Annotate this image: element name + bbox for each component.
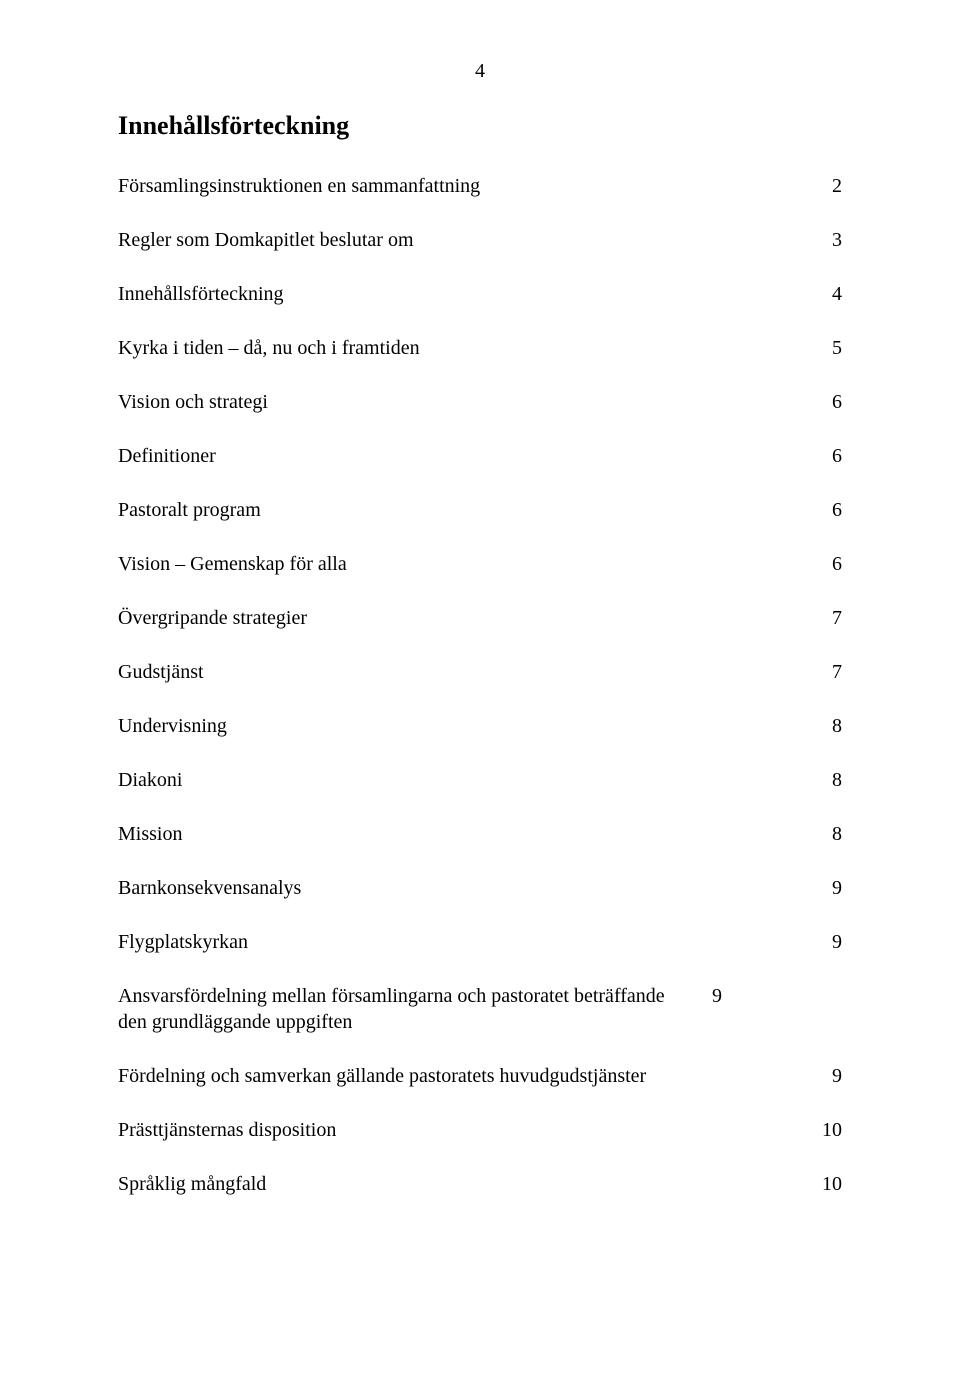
toc-entry: Församlingsinstruktionen en sammanfattni… [118,173,842,199]
toc-entry-pagenum: 4 [818,281,842,307]
toc-list: Församlingsinstruktionen en sammanfattni… [118,173,842,1197]
toc-entry-label: Vision och strategi [118,389,818,415]
toc-entry-pagenum: 9 [698,983,722,1009]
toc-entry-pagenum: 6 [818,443,842,469]
toc-entry: Vision – Gemenskap för alla6 [118,551,842,577]
toc-entry: Prästtjänsternas disposition10 [118,1117,842,1143]
toc-entry: Kyrka i tiden – då, nu och i framtiden5 [118,335,842,361]
toc-entry-pagenum: 9 [818,1063,842,1089]
toc-entry-label: Diakoni [118,767,818,793]
toc-entry-label: Kyrka i tiden – då, nu och i framtiden [118,335,818,361]
toc-entry-label: Pastoralt program [118,497,818,523]
toc-entry: Gudstjänst7 [118,659,842,685]
toc-entry-pagenum: 2 [818,173,842,199]
toc-entry-label: Definitioner [118,443,818,469]
toc-entry-pagenum: 3 [818,227,842,253]
toc-entry: Barnkonsekvensanalys9 [118,875,842,901]
toc-entry-label: Undervisning [118,713,818,739]
toc-title: Innehållsförteckning [118,111,842,141]
toc-entry: Övergripande strategier7 [118,605,842,631]
toc-entry: Vision och strategi6 [118,389,842,415]
toc-entry-pagenum: 6 [818,551,842,577]
toc-entry: Flygplatskyrkan9 [118,929,842,955]
toc-entry: Fördelning och samverkan gällande pastor… [118,1063,842,1089]
toc-entry: Pastoralt program6 [118,497,842,523]
toc-entry: Definitioner6 [118,443,842,469]
toc-entry: Mission8 [118,821,842,847]
toc-entry-pagenum: 10 [818,1171,842,1197]
toc-entry-label: Barnkonsekvensanalys [118,875,818,901]
toc-entry-pagenum: 9 [818,875,842,901]
toc-entry-label: Innehållsförteckning [118,281,818,307]
toc-entry: Ansvarsfördelning mellan församlingarna … [118,983,842,1035]
toc-entry: Språklig mångfald10 [118,1171,842,1197]
toc-entry-label: Vision – Gemenskap för alla [118,551,818,577]
document-page: 4 Innehållsförteckning Församlingsinstru… [0,0,960,1392]
toc-entry-pagenum: 7 [818,605,842,631]
toc-entry: Undervisning8 [118,713,842,739]
toc-entry: Diakoni8 [118,767,842,793]
toc-entry-label: Fördelning och samverkan gällande pastor… [118,1063,818,1089]
toc-entry-label: Församlingsinstruktionen en sammanfattni… [118,173,818,199]
toc-entry-pagenum: 6 [818,389,842,415]
toc-entry-pagenum: 8 [818,767,842,793]
toc-entry-label: Övergripande strategier [118,605,818,631]
toc-entry-pagenum: 8 [818,821,842,847]
toc-entry-label: Språklig mångfald [118,1171,818,1197]
toc-entry-pagenum: 5 [818,335,842,361]
toc-entry-pagenum: 9 [818,929,842,955]
toc-entry: Innehållsförteckning4 [118,281,842,307]
page-number-header: 4 [118,60,842,83]
toc-entry-label: Prästtjänsternas disposition [118,1117,818,1143]
toc-entry-label: Regler som Domkapitlet beslutar om [118,227,818,253]
toc-entry-pagenum: 6 [818,497,842,523]
toc-entry-pagenum: 7 [818,659,842,685]
toc-entry-pagenum: 8 [818,713,842,739]
toc-entry-label: Ansvarsfördelning mellan församlingarna … [118,983,698,1035]
toc-entry-label: Mission [118,821,818,847]
toc-entry-label: Flygplatskyrkan [118,929,818,955]
toc-entry: Regler som Domkapitlet beslutar om3 [118,227,842,253]
toc-entry-pagenum: 10 [818,1117,842,1143]
toc-entry-label: Gudstjänst [118,659,818,685]
